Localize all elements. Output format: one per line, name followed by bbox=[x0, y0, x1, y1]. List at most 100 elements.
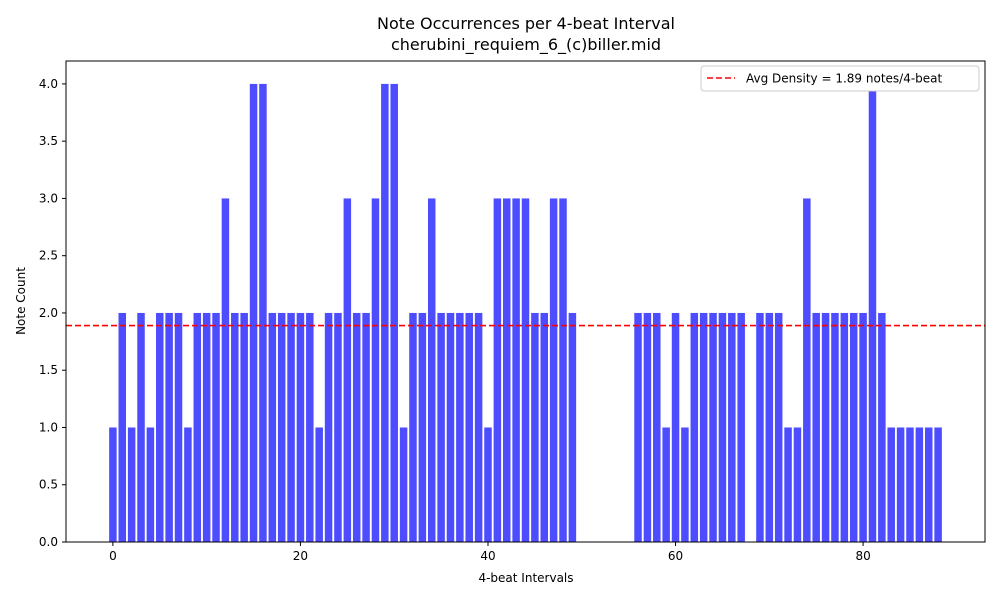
bar bbox=[859, 312, 867, 542]
bar bbox=[559, 198, 567, 542]
bar bbox=[531, 312, 539, 542]
bar bbox=[793, 427, 802, 542]
bar bbox=[868, 83, 877, 543]
bar bbox=[887, 427, 895, 542]
bar bbox=[446, 312, 455, 542]
bar bbox=[474, 312, 483, 542]
bar bbox=[821, 312, 830, 542]
y-tick-label: 1.0 bbox=[39, 420, 58, 434]
y-tick-label: 0.0 bbox=[39, 535, 58, 549]
bar bbox=[484, 427, 492, 542]
bar bbox=[324, 312, 333, 542]
bar bbox=[549, 198, 558, 542]
y-tick-label: 4.0 bbox=[39, 77, 58, 91]
bar bbox=[352, 312, 361, 542]
bar bbox=[221, 198, 230, 542]
bar bbox=[934, 427, 942, 542]
bar bbox=[681, 427, 689, 542]
y-tick-label: 2.5 bbox=[39, 249, 58, 263]
bar bbox=[240, 312, 248, 542]
bar bbox=[287, 312, 295, 542]
bar bbox=[849, 312, 858, 542]
bar bbox=[165, 312, 173, 542]
bar bbox=[277, 312, 286, 542]
y-tick-label: 0.5 bbox=[39, 478, 58, 492]
bar bbox=[390, 83, 398, 543]
bar bbox=[231, 312, 239, 542]
bar bbox=[202, 312, 211, 542]
bar bbox=[409, 312, 417, 542]
bar bbox=[493, 198, 502, 542]
bar bbox=[765, 312, 774, 542]
y-tick-label: 1.5 bbox=[39, 363, 58, 377]
legend-label: Avg Density = 1.89 notes/4-beat bbox=[746, 72, 943, 86]
x-axis-ticks: 0 20 40 60 80 bbox=[109, 542, 871, 563]
bar bbox=[156, 312, 164, 542]
bar bbox=[915, 427, 924, 542]
bar bbox=[371, 198, 380, 542]
bar bbox=[184, 427, 192, 542]
bar bbox=[662, 427, 670, 542]
bar bbox=[512, 198, 520, 542]
bar bbox=[437, 312, 445, 542]
bar bbox=[671, 312, 680, 542]
bar bbox=[465, 312, 473, 542]
bar bbox=[540, 312, 548, 542]
bar bbox=[315, 427, 323, 542]
plot-frame bbox=[65, 60, 986, 543]
bar bbox=[418, 312, 427, 542]
bar bbox=[737, 312, 745, 542]
bar bbox=[268, 312, 277, 542]
x-tick-label: 40 bbox=[480, 549, 495, 563]
x-axis-label: 4-beat Intervals bbox=[478, 571, 573, 585]
bar bbox=[718, 312, 727, 542]
legend-box bbox=[700, 65, 980, 92]
bars-group bbox=[109, 83, 942, 543]
bar bbox=[896, 427, 905, 542]
bar bbox=[831, 312, 839, 542]
bar bbox=[174, 312, 183, 542]
bar bbox=[906, 427, 914, 542]
bar bbox=[343, 198, 352, 542]
bar bbox=[334, 312, 342, 542]
bar bbox=[774, 312, 783, 542]
bar bbox=[502, 198, 511, 542]
bar bbox=[127, 427, 136, 542]
bar bbox=[784, 427, 792, 542]
chart-subtitle: cherubini_requiem_6_(c)biller.mid bbox=[391, 35, 661, 55]
bar bbox=[249, 83, 258, 543]
bar bbox=[259, 83, 267, 543]
bar bbox=[699, 312, 708, 542]
bar bbox=[306, 312, 314, 542]
legend: Avg Density = 1.89 notes/4-beat bbox=[700, 65, 980, 92]
bar bbox=[212, 312, 220, 542]
bar bbox=[924, 427, 933, 542]
y-tick-label: 3.5 bbox=[39, 134, 58, 148]
bar bbox=[137, 312, 145, 542]
bar bbox=[756, 312, 764, 542]
bar bbox=[653, 312, 661, 542]
bar bbox=[812, 312, 820, 542]
bar bbox=[109, 427, 117, 542]
bar bbox=[146, 427, 155, 542]
bar bbox=[728, 312, 736, 542]
x-tick-label: 60 bbox=[668, 549, 683, 563]
bar bbox=[193, 312, 202, 542]
bar bbox=[362, 312, 370, 542]
bar bbox=[803, 198, 811, 542]
bar bbox=[118, 312, 127, 542]
bar bbox=[456, 312, 464, 542]
x-tick-label: 20 bbox=[293, 549, 308, 563]
y-axis-label: Note Count bbox=[14, 267, 28, 335]
bar bbox=[381, 83, 389, 543]
y-tick-label: 3.0 bbox=[39, 191, 58, 205]
bar bbox=[568, 312, 577, 542]
bar bbox=[840, 312, 849, 542]
y-tick-label: 2.0 bbox=[39, 306, 58, 320]
bar bbox=[709, 312, 717, 542]
bar bbox=[634, 312, 642, 542]
bar bbox=[878, 312, 886, 542]
y-axis-ticks: 0.0 0.5 1.0 1.5 2.0 2.5 3.0 3.5 4.0 bbox=[39, 77, 66, 549]
x-tick-label: 0 bbox=[109, 549, 117, 563]
